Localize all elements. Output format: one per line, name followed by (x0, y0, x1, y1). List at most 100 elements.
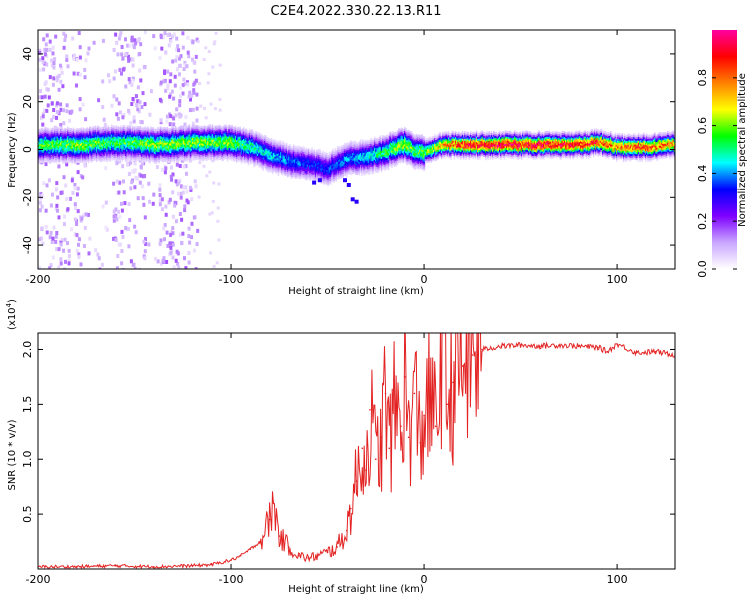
spectrogram-cell (221, 149, 223, 152)
spectrogram-cell (59, 261, 63, 266)
spectrogram-cell (269, 153, 272, 157)
spectrogram-cell (139, 128, 142, 131)
spectrogram-cell (122, 179, 125, 184)
spectrogram-cell (259, 140, 261, 143)
spectrogram-cell (126, 139, 128, 142)
spectrogram-cell (130, 148, 133, 151)
spectrogram-cell (281, 163, 283, 166)
spectrogram-cell (243, 150, 245, 153)
spectrogram-cell (121, 115, 125, 120)
spectrogram-cell (177, 156, 179, 159)
spectrogram-cell (284, 166, 287, 169)
spectrogram-cell (167, 151, 170, 154)
spectrogram-cell (197, 148, 200, 151)
spectrogram-cell (205, 126, 208, 129)
spectrogram-cell (112, 135, 114, 138)
spectrogram-cell (53, 139, 55, 142)
spectrogram-cell (159, 133, 162, 137)
spectrogram-cell (40, 95, 44, 100)
spectrogram-cell (43, 141, 46, 144)
spectrogram-cell (240, 159, 243, 162)
spectrogram-cell (60, 238, 64, 242)
spectrogram-cell (179, 139, 181, 142)
spectrogram-cell (78, 132, 80, 135)
spectrogram-cell (71, 142, 74, 145)
spectrogram-cell (136, 126, 138, 129)
spectrogram-cell (247, 136, 250, 139)
spectrogram-cell (157, 136, 159, 139)
spectrogram-cell (126, 156, 128, 160)
spectrogram-cell (129, 153, 131, 157)
spectrogram-cell (144, 157, 147, 160)
spectrogram-cell (54, 140, 56, 143)
spectrogram-cell (205, 132, 208, 135)
spectrogram-cell (201, 137, 203, 140)
spectrogram-cell (212, 158, 215, 161)
spectrogram-cell (174, 143, 177, 146)
spectrogram-cell (135, 103, 139, 107)
spectrogram-cell (166, 146, 169, 149)
spectrogram-cell (247, 134, 250, 137)
spectrogram-cell (94, 125, 97, 128)
spectrogram-cell (208, 130, 210, 133)
spectrogram-cell (161, 131, 164, 134)
spectrogram-cell (57, 156, 60, 159)
spectrogram-cell (195, 140, 197, 143)
spectrogram-cell (72, 139, 75, 142)
spectrogram-cell (49, 152, 52, 155)
spectrogram-cell (91, 158, 93, 161)
spectrogram-cell (204, 129, 207, 133)
spectrogram-cell (306, 170, 309, 173)
spectrogram-cell (190, 137, 193, 140)
spectrogram-cell (86, 131, 89, 134)
spectrogram-cell (158, 128, 160, 131)
spectrogram-cell (156, 159, 158, 162)
spectrogram-cell (50, 131, 53, 134)
spectrogram-cell (161, 135, 164, 138)
spectrogram-cell (119, 127, 121, 130)
spectrogram-cell (99, 146, 101, 149)
spectrogram-cell (219, 131, 222, 134)
spectrogram-cell (282, 143, 284, 146)
spectrogram-cell (104, 166, 108, 171)
spectrogram-cell (64, 145, 67, 148)
spectrogram-cell (84, 132, 86, 135)
spectrogram-cell (73, 183, 77, 187)
spectrogram-cell (165, 141, 167, 144)
spectrogram-cell (142, 127, 144, 130)
spectrogram-cell (273, 154, 275, 157)
spectrogram-cell (290, 170, 292, 173)
spectrogram-cell (145, 142, 148, 145)
spectrogram-cell (136, 158, 138, 161)
spectrogram-cell (100, 131, 102, 134)
spectrogram-cell (47, 154, 49, 157)
spectrogram-cell (211, 143, 214, 146)
spectrogram-cell (216, 158, 218, 161)
spectrogram-cell (185, 130, 187, 133)
spectrogram-cell (263, 157, 266, 161)
spectrogram-cell (73, 131, 76, 134)
spectrogram-cell (240, 144, 243, 147)
spectrogram-cell (263, 150, 266, 153)
spectrogram-cell (77, 157, 79, 160)
spectrogram-cell (280, 159, 282, 162)
spectrogram-cell (67, 140, 69, 143)
spectrogram-cell (55, 78, 59, 83)
spectrogram-cell (201, 156, 203, 159)
spectrogram-cell (287, 154, 289, 157)
spectrogram-cell (216, 133, 218, 136)
spectrogram-cell (109, 159, 112, 162)
spectrogram-cell (299, 159, 302, 163)
spectrogram-cell (158, 159, 160, 162)
spectrogram-cell (133, 132, 135, 135)
spectrogram-cell (94, 142, 97, 145)
spectrogram-cell (126, 137, 128, 140)
spectrogram-cell (151, 152, 153, 155)
spectrogram-cell (127, 127, 129, 130)
spectrogram-cell (143, 133, 145, 136)
spectrogram-cell (52, 115, 55, 119)
spectrogram-cell (114, 142, 116, 145)
spectrogram-cell (151, 159, 153, 163)
spectrogram-cell (78, 143, 80, 146)
spectrogram-cell (88, 236, 92, 241)
